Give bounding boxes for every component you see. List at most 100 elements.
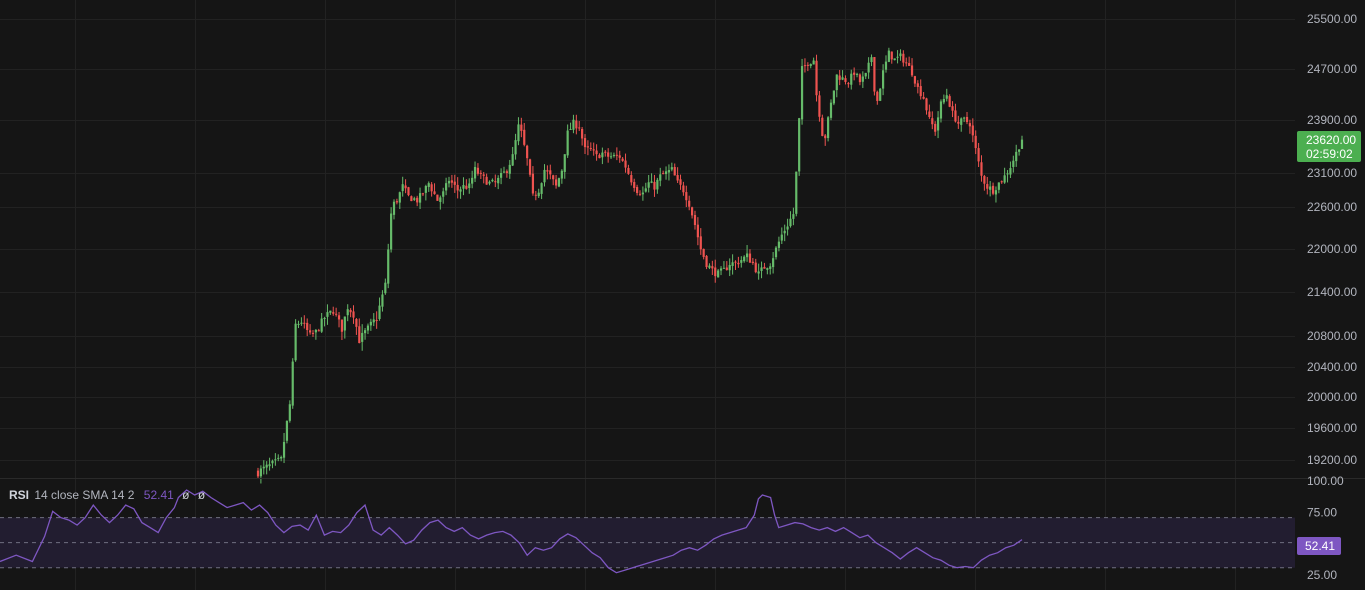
candle [624,153,627,173]
candle [841,70,844,81]
candle [800,58,804,125]
candle [682,181,685,196]
candle [861,71,864,88]
candle [552,174,555,186]
candle [673,163,676,176]
candle [809,63,812,69]
candle [818,90,821,122]
candle [879,87,882,102]
candle [607,148,610,163]
candle [656,177,659,194]
candle [430,182,433,197]
candle [922,92,925,100]
candle [404,179,407,194]
rsi-legend[interactable]: RSI 14 close SMA 14 2 52.41 ø ø [9,488,205,502]
candle [1000,180,1003,184]
candle [844,75,847,85]
grid [0,0,1295,590]
price-tick-label: 19200.00 [1307,453,1357,467]
price-tick-label: 22000.00 [1307,242,1357,256]
rsi-axis-value: 52.41 [1305,539,1335,553]
candle [413,196,416,201]
price-axis[interactable]: 25500.00 24700.00 23900.00 23100.00 22600.00… [1307,12,1357,582]
candle [748,249,752,263]
candle [772,252,775,274]
price-tick-label: 21400.00 [1307,285,1357,299]
candle [702,248,705,260]
candle [696,217,699,246]
candle [476,163,480,176]
candle [769,263,772,275]
candle [450,174,453,188]
candle [265,461,268,475]
candle [855,72,859,78]
candle [355,318,358,335]
price-tick-label: 19600.00 [1307,421,1357,435]
candle [320,312,323,333]
candle [418,187,422,210]
candle [890,51,893,64]
candle [268,457,271,471]
candle [317,328,320,332]
candle [780,227,783,245]
candle [667,164,671,181]
candle [323,316,326,327]
candle [537,188,540,198]
candle [615,147,618,161]
candle [378,297,381,321]
candle [575,114,578,135]
candle [485,173,488,185]
price-tick-label: 25500.00 [1307,12,1357,26]
candle [285,420,289,444]
candle [456,177,459,199]
candle [314,328,317,340]
candle [514,133,517,160]
candle [916,80,919,94]
candle [896,50,899,64]
candle [303,315,306,329]
candle [465,179,468,190]
candle [395,198,399,205]
candle [421,192,425,197]
candle [343,316,346,339]
candle [774,246,778,260]
candle [806,62,809,72]
candle [740,256,743,268]
candle [847,81,850,88]
candle [853,67,856,81]
candle [670,162,673,172]
candle [505,169,508,178]
candle [745,245,749,262]
candle [647,175,650,193]
candle [662,170,665,175]
candle [604,150,607,157]
candle [520,117,523,138]
candle [502,166,506,174]
candle [887,47,890,63]
candle [829,99,833,121]
candle [717,268,720,278]
candle [751,258,754,265]
candle [595,144,598,161]
candle [719,266,723,276]
last-price-value: 23620.00 [1306,133,1356,147]
rsi-tick-label: 100.00 [1307,474,1344,488]
candle [390,207,393,253]
candle [528,158,532,177]
candle [294,319,297,362]
candle [951,101,954,118]
candle [873,57,876,96]
candle [957,115,960,129]
candle [644,182,647,193]
candle [366,323,370,335]
candle [508,159,511,179]
candle [676,167,679,183]
candle [743,255,746,263]
candle [760,261,763,279]
candle [554,174,558,189]
candle [690,206,694,219]
candle [534,190,537,201]
candle [447,176,451,188]
